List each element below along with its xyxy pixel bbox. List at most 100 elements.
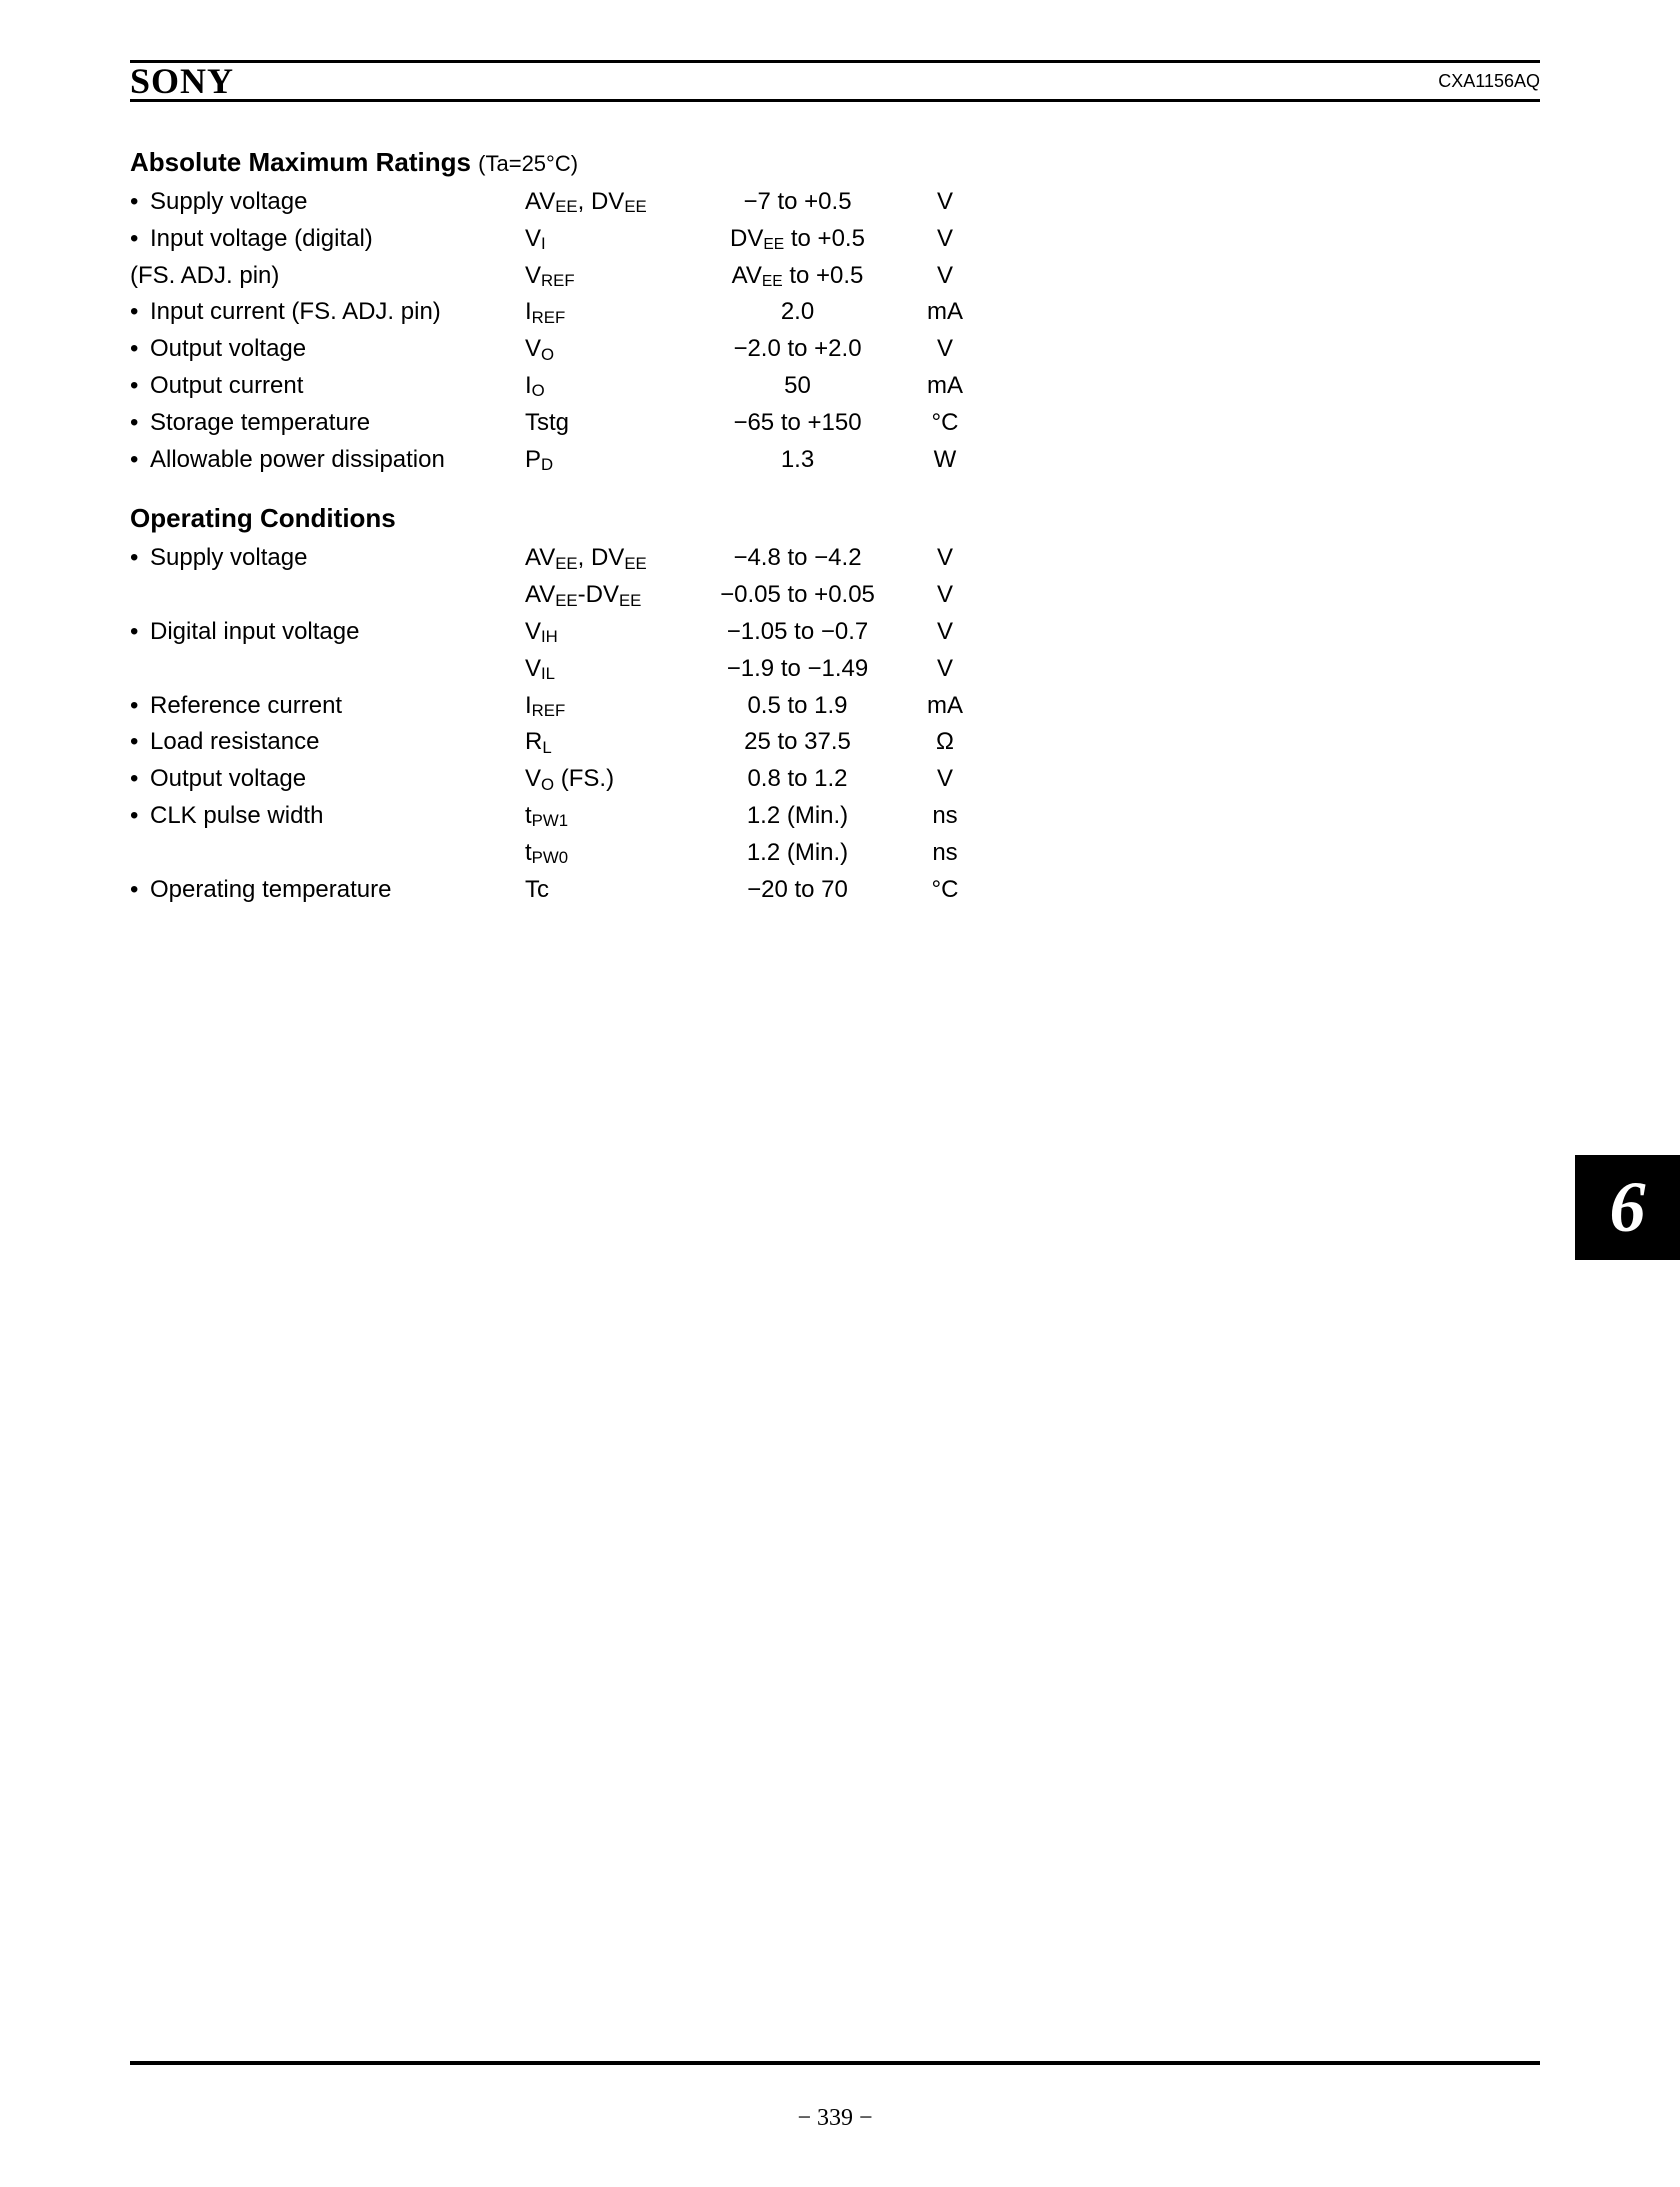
parameter-cell: •Digital input voltage: [130, 614, 525, 651]
symbol-cell: VIL: [525, 651, 690, 688]
table-row: VIL−1.9 to −1.49V: [130, 651, 985, 688]
unit-cell: V: [905, 614, 985, 651]
unit-cell: V: [905, 221, 985, 258]
parameter-cell: [130, 651, 525, 688]
spec-table: •Supply voltageAVEE, DVEE−4.8 to −4.2VAV…: [130, 540, 985, 908]
table-row: •Output voltageVO (FS.)0.8 to 1.2V: [130, 761, 985, 798]
parameter-cell: •Operating temperature: [130, 872, 525, 909]
value-cell: −2.0 to +2.0: [690, 331, 905, 368]
unit-cell: ns: [905, 835, 985, 872]
symbol-cell: tPW1: [525, 798, 690, 835]
parameter-cell: •Supply voltage: [130, 540, 525, 577]
parameter-cell: [130, 577, 525, 614]
part-number: CXA1156AQ: [1438, 71, 1540, 92]
table-row: •Input voltage (digital)VIDVEE to +0.5V: [130, 221, 985, 258]
table-row: •Allowable power dissipationPD1.3W: [130, 442, 985, 479]
unit-cell: mA: [905, 688, 985, 725]
parameter-cell: [130, 835, 525, 872]
table-row: •Supply voltageAVEE, DVEE−7 to +0.5V: [130, 184, 985, 221]
unit-cell: Ω: [905, 724, 985, 761]
parameter-cell: (FS. ADJ. pin): [130, 258, 525, 295]
value-cell: −4.8 to −4.2: [690, 540, 905, 577]
value-cell: −65 to +150: [690, 405, 905, 442]
parameter-cell: •Output current: [130, 368, 525, 405]
symbol-cell: AVEE, DVEE: [525, 540, 690, 577]
table-row: •Output currentIO50mA: [130, 368, 985, 405]
value-cell: 2.0: [690, 294, 905, 331]
section-tab-badge: 6: [1575, 1155, 1680, 1260]
unit-cell: mA: [905, 294, 985, 331]
value-cell: −0.05 to +0.05: [690, 577, 905, 614]
unit-cell: ns: [905, 798, 985, 835]
header-bar: SONY CXA1156AQ: [130, 60, 1540, 102]
symbol-cell: Tstg: [525, 405, 690, 442]
value-cell: DVEE to +0.5: [690, 221, 905, 258]
symbol-cell: PD: [525, 442, 690, 479]
parameter-cell: •Input current (FS. ADJ. pin): [130, 294, 525, 331]
section-title: Absolute Maximum Ratings (Ta=25°C): [130, 147, 1540, 178]
table-row: (FS. ADJ. pin)VREFAVEE to +0.5V: [130, 258, 985, 295]
symbol-cell: IREF: [525, 294, 690, 331]
content-body: Absolute Maximum Ratings (Ta=25°C) •Suppl…: [130, 147, 1540, 908]
parameter-cell: •Storage temperature: [130, 405, 525, 442]
table-row: •CLK pulse widthtPW11.2 (Min.)ns: [130, 798, 985, 835]
table-row: •Digital input voltageVIH−1.05 to −0.7V: [130, 614, 985, 651]
footer-rule: [130, 2061, 1540, 2065]
brand-logo: SONY: [130, 60, 234, 102]
parameter-cell: •Load resistance: [130, 724, 525, 761]
unit-cell: V: [905, 331, 985, 368]
unit-cell: V: [905, 540, 985, 577]
symbol-cell: IREF: [525, 688, 690, 725]
parameter-cell: •CLK pulse width: [130, 798, 525, 835]
unit-cell: V: [905, 651, 985, 688]
symbol-cell: tPW0: [525, 835, 690, 872]
value-cell: 0.5 to 1.9: [690, 688, 905, 725]
unit-cell: V: [905, 184, 985, 221]
section-title: Operating Conditions: [130, 503, 1540, 534]
value-cell: 50: [690, 368, 905, 405]
table-row: •Supply voltageAVEE, DVEE−4.8 to −4.2V: [130, 540, 985, 577]
parameter-cell: •Supply voltage: [130, 184, 525, 221]
symbol-cell: AVEE, DVEE: [525, 184, 690, 221]
symbol-cell: VO: [525, 331, 690, 368]
value-cell: −7 to +0.5: [690, 184, 905, 221]
parameter-cell: •Reference current: [130, 688, 525, 725]
value-cell: −1.05 to −0.7: [690, 614, 905, 651]
symbol-cell: VI: [525, 221, 690, 258]
parameter-cell: •Output voltage: [130, 331, 525, 368]
unit-cell: V: [905, 258, 985, 295]
unit-cell: W: [905, 442, 985, 479]
unit-cell: °C: [905, 405, 985, 442]
table-row: tPW01.2 (Min.)ns: [130, 835, 985, 872]
value-cell: 1.3: [690, 442, 905, 479]
unit-cell: mA: [905, 368, 985, 405]
parameter-cell: •Input voltage (digital): [130, 221, 525, 258]
table-row: AVEE-DVEE−0.05 to +0.05V: [130, 577, 985, 614]
symbol-cell: VIH: [525, 614, 690, 651]
table-row: •Storage temperatureTstg−65 to +150°C: [130, 405, 985, 442]
unit-cell: °C: [905, 872, 985, 909]
page-number: − 339 −: [130, 2105, 1540, 2132]
footer: − 339 −: [130, 2061, 1540, 2132]
value-cell: 25 to 37.5: [690, 724, 905, 761]
value-cell: 1.2 (Min.): [690, 835, 905, 872]
symbol-cell: AVEE-DVEE: [525, 577, 690, 614]
symbol-cell: VREF: [525, 258, 690, 295]
symbol-cell: VO (FS.): [525, 761, 690, 798]
symbol-cell: IO: [525, 368, 690, 405]
value-cell: −1.9 to −1.49: [690, 651, 905, 688]
table-row: •Load resistanceRL25 to 37.5Ω: [130, 724, 985, 761]
table-row: •Reference currentIREF0.5 to 1.9mA: [130, 688, 985, 725]
value-cell: 1.2 (Min.): [690, 798, 905, 835]
table-row: •Operating temperatureTc−20 to 70°C: [130, 872, 985, 909]
table-row: •Input current (FS. ADJ. pin)IREF2.0mA: [130, 294, 985, 331]
unit-cell: V: [905, 577, 985, 614]
value-cell: AVEE to +0.5: [690, 258, 905, 295]
parameter-cell: •Output voltage: [130, 761, 525, 798]
spec-table: •Supply voltageAVEE, DVEE−7 to +0.5V•Inp…: [130, 184, 985, 478]
value-cell: 0.8 to 1.2: [690, 761, 905, 798]
symbol-cell: Tc: [525, 872, 690, 909]
table-row: •Output voltageVO−2.0 to +2.0V: [130, 331, 985, 368]
symbol-cell: RL: [525, 724, 690, 761]
parameter-cell: •Allowable power dissipation: [130, 442, 525, 479]
